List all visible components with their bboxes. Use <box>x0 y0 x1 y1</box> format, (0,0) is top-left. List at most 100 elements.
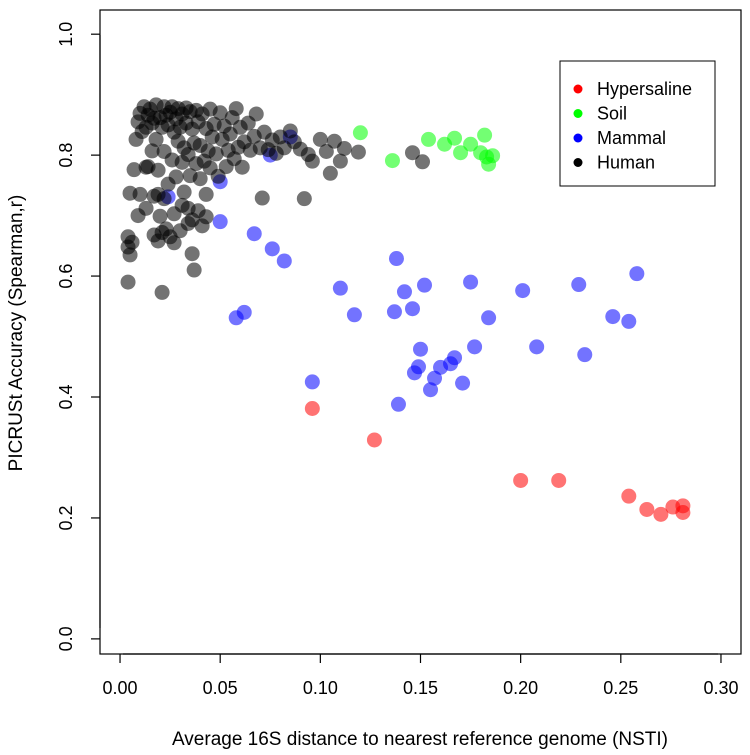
x-axis: 0.00 0.05 0.10 0.15 0.20 0.25 0.30 <box>103 653 738 698</box>
hypersaline-point <box>639 501 655 517</box>
mammal-point <box>332 280 348 296</box>
legend-box <box>559 60 716 187</box>
soil-point <box>447 130 463 146</box>
human-point <box>124 234 140 250</box>
mammal-point <box>467 339 483 355</box>
points-layer <box>120 97 691 522</box>
legend-marker-soil <box>573 109 583 118</box>
hypersaline-point <box>653 506 669 522</box>
human-point <box>318 143 334 159</box>
x-tick-label: 0.15 <box>403 678 438 698</box>
mammal-point <box>346 307 362 323</box>
x-tick-label: 0.10 <box>303 678 338 698</box>
soil-point <box>453 145 469 161</box>
human-point <box>312 131 328 147</box>
y-tick-label: 0.2 <box>56 505 76 530</box>
y-tick-label: 1.0 <box>56 22 76 47</box>
mammal-point <box>529 339 545 355</box>
human-point <box>122 247 138 263</box>
mammal-point <box>212 214 228 230</box>
soil-point <box>463 136 479 152</box>
mammal-point <box>463 274 479 290</box>
human-point <box>192 171 208 187</box>
human-point <box>248 106 264 122</box>
legend-label-human: Human <box>597 153 655 173</box>
mammal-point <box>396 284 412 300</box>
legend-marker-human <box>573 158 583 167</box>
x-tick-label: 0.00 <box>103 678 138 698</box>
y-tick-label: 0.6 <box>56 264 76 289</box>
mammal-point <box>390 396 406 412</box>
x-tick-label: 0.20 <box>503 678 538 698</box>
mammal-point <box>621 313 637 329</box>
x-tick-label: 0.30 <box>703 678 738 698</box>
human-point <box>168 169 184 185</box>
human-point <box>130 208 146 224</box>
human-point <box>156 191 172 207</box>
human-point <box>198 186 214 202</box>
human-point <box>184 246 200 262</box>
legend-marker-mammal <box>573 133 583 143</box>
mammal-point <box>605 309 621 325</box>
soil-point <box>421 131 437 147</box>
human-point <box>332 153 348 169</box>
human-point <box>166 235 182 251</box>
y-axis: 0.0 0.2 0.4 0.6 0.8 1.0 <box>56 22 101 651</box>
mammal-point <box>404 301 420 317</box>
human-point <box>415 154 431 170</box>
x-tick-label: 0.25 <box>603 678 638 698</box>
legend: Hypersaline Soil Mammal Human <box>559 60 716 187</box>
human-point <box>228 101 244 117</box>
human-point <box>132 186 148 202</box>
y-axis-title: PICRUSt Accuracy (Spearman,r) <box>6 195 27 472</box>
mammal-point <box>304 374 320 390</box>
mammal-point <box>410 359 426 375</box>
mammal-point <box>413 341 428 357</box>
human-point <box>350 144 366 160</box>
mammal-point <box>246 226 262 242</box>
human-point <box>126 162 142 178</box>
mammal-point <box>388 251 404 267</box>
human-point <box>296 191 312 207</box>
hypersaline-point <box>513 472 529 488</box>
human-point <box>336 140 352 156</box>
human-point <box>304 153 320 169</box>
mammal-point <box>571 277 587 293</box>
human-point <box>198 209 214 225</box>
hypersaline-point <box>366 432 382 448</box>
human-point <box>152 208 168 224</box>
mammal-point <box>423 382 439 398</box>
human-point <box>154 284 170 300</box>
soil-point <box>384 153 400 169</box>
mammal-point <box>276 253 292 269</box>
mammal-point <box>455 375 471 391</box>
human-point <box>138 159 154 175</box>
human-point <box>154 225 170 241</box>
mammal-point <box>236 304 252 320</box>
mammal-point <box>447 350 463 366</box>
soil-point <box>477 127 493 143</box>
y-tick-label: 0.0 <box>56 626 76 651</box>
human-point <box>186 262 202 278</box>
human-point <box>180 215 196 231</box>
human-point <box>174 197 190 213</box>
human-point <box>208 146 224 162</box>
human-point <box>120 274 136 290</box>
hypersaline-point <box>304 400 320 416</box>
human-point <box>404 145 420 161</box>
mammal-point <box>577 347 593 363</box>
human-point <box>150 162 166 178</box>
hypersaline-point <box>621 488 637 504</box>
hypersaline-point <box>551 472 567 488</box>
x-tick-label: 0.05 <box>203 678 238 698</box>
human-point <box>148 131 164 147</box>
human-point <box>322 165 338 181</box>
hypersaline-point <box>675 505 691 521</box>
mammal-point <box>417 277 433 293</box>
human-point <box>144 143 160 159</box>
mammal-point <box>264 241 280 257</box>
legend-label-soil: Soil <box>597 104 627 124</box>
human-point <box>212 105 228 121</box>
mammal-point <box>481 310 497 326</box>
